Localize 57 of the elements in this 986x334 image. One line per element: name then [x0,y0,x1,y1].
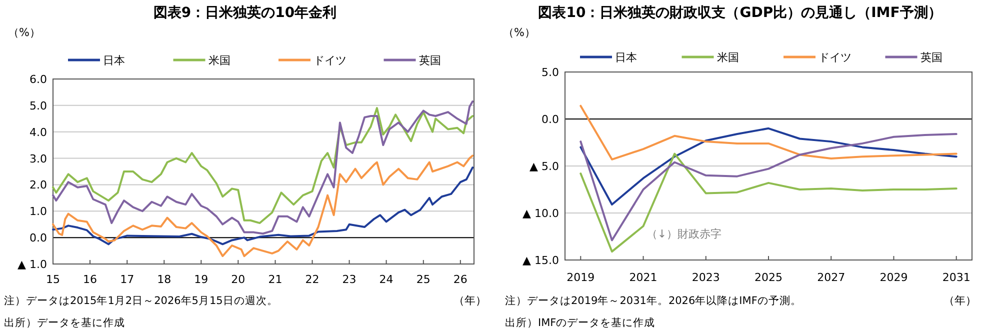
x-tick-label: 21 [268,273,282,286]
x-tick-label: 17 [120,273,134,286]
x-tick-label: 23 [342,273,356,286]
x-tick-label: 20 [231,273,246,286]
y-tick-label: 0.0 [30,232,47,245]
x-tick-label: 2027 [817,271,846,284]
x-tick-label: 2023 [692,271,720,284]
legend-label: 英国 [418,54,441,67]
line-series [580,133,958,242]
text: 注）データは2019年～2031年。2026年以降はIMFの予測。 [505,294,802,307]
x-tick-label: 19 [194,273,208,286]
y-tick-label: 3.0 [30,152,47,166]
legend-label: 英国 [920,51,942,64]
x-axis-title: （年） [454,294,486,307]
y-tick-label: 5.0 [542,66,559,79]
x-tick-label: 2021 [629,271,658,284]
legend-label: ドイツ [314,54,346,67]
text: 注）データは2015年1月2日～2026年5月15日の週次。 [4,294,278,307]
legend-label: 日本 [103,54,125,67]
y-tick-label: 5.0 [30,99,47,112]
x-tick-label: 22 [305,273,320,286]
y-tick-label: 0.0 [542,113,559,126]
x-tick-label: 16 [83,273,98,286]
x-tick-label: 2031 [942,271,970,284]
annotation: （↓）財政赤字 [646,227,722,240]
line-series [580,104,958,160]
x-tick-label: 2029 [880,271,908,284]
x-tick-label: 15 [46,273,60,286]
y-tick-label: 1.0 [30,205,47,218]
y-axis-title: （%） [503,26,536,39]
x-tick-label: 2019 [566,271,595,284]
text: 出所）IMFのデータを基に作成 [505,316,656,329]
legend-label: 米国 [208,54,230,67]
chart-title: 図表10：日米独英の財政収支（GDP比）の見通し（IMF予測） [538,4,942,21]
y-tick-label: 4.0 [30,126,47,139]
y-axis-title: （%） [8,26,40,39]
x-tick-label: 26 [453,273,468,286]
y-tick-label: 2.0 [30,178,47,192]
line-series [52,166,474,246]
text: 出所）データを基に作成 [4,316,125,329]
x-tick-label: 2025 [754,271,782,284]
line-series [580,127,958,206]
line-series [580,152,958,253]
y-tick-label: 6.0 [30,73,47,86]
y-tick-label: ▲ 5.0 [530,160,559,173]
legend-label: ドイツ [818,51,852,64]
x-tick-label: 24 [379,273,394,286]
y-tick-label: ▲ 1.0 [18,258,47,271]
y-tick-label: ▲ 10.0 [522,207,559,220]
y-tick-label: ▲ 15.0 [522,254,559,267]
x-tick-label: 18 [157,273,172,286]
x-tick-label: 25 [416,273,430,286]
legend-label: 日本 [615,51,637,64]
x-axis-title: （年） [944,294,976,307]
line-series [52,154,474,258]
chart-title: 図表9：日米独英の10年金利 [153,5,337,21]
legend-label: 米国 [716,51,739,64]
